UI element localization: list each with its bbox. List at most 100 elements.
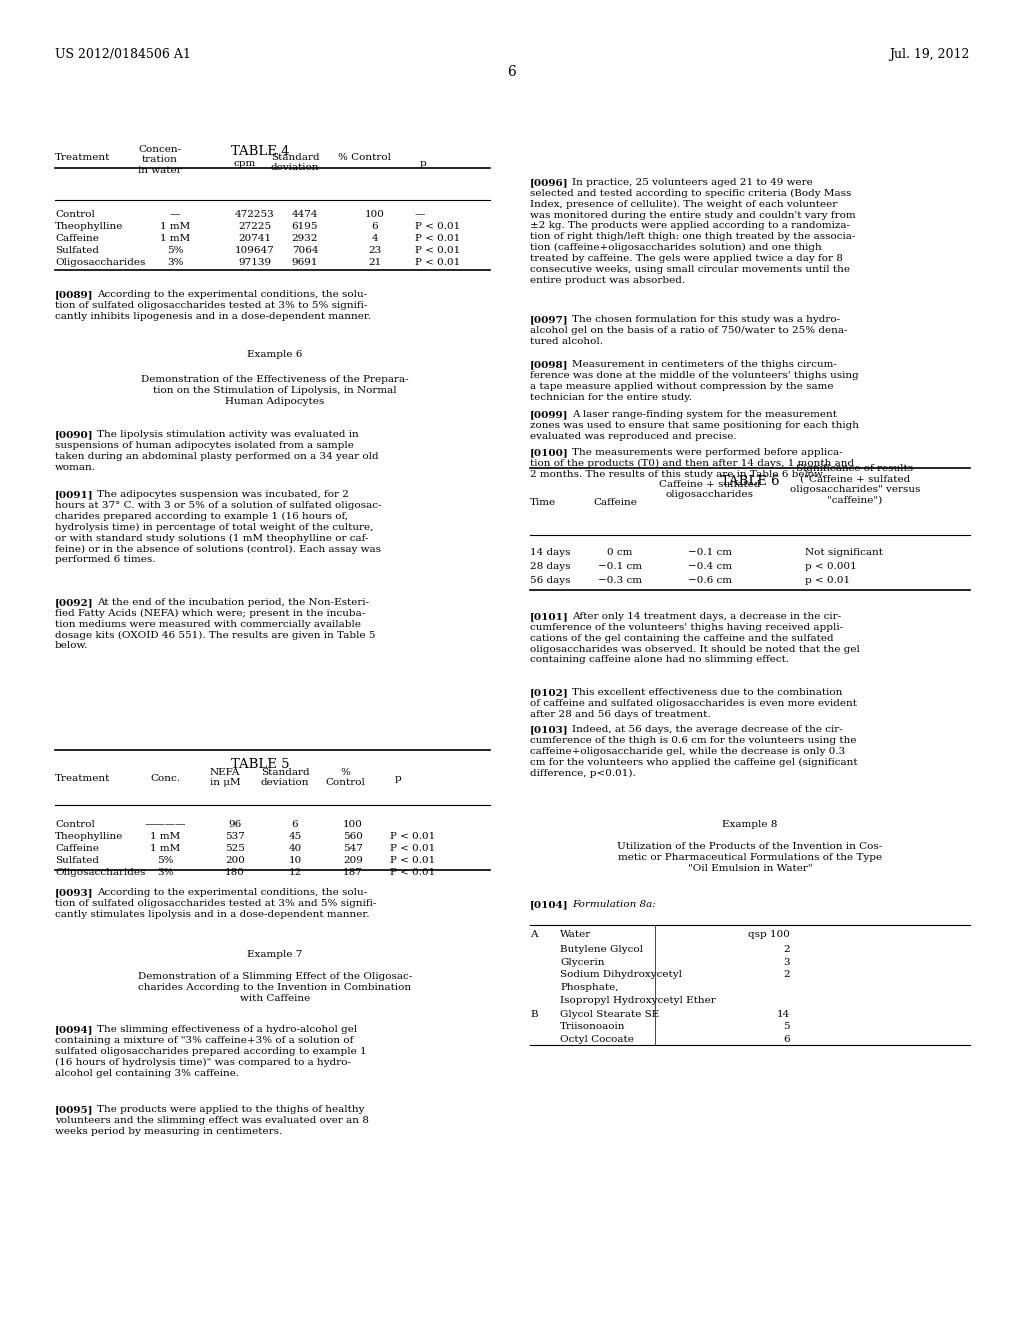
Text: sulfated oligosaccharides prepared according to example 1: sulfated oligosaccharides prepared accor…: [55, 1047, 367, 1056]
Text: alcohol gel containing 3% caffeine.: alcohol gel containing 3% caffeine.: [55, 1068, 240, 1077]
Text: charides prepared according to example 1 (16 hours of,: charides prepared according to example 1…: [55, 512, 348, 521]
Text: 1 mM: 1 mM: [150, 832, 180, 841]
Text: cantly stimulates lipolysis and in a dose-dependent manner.: cantly stimulates lipolysis and in a dos…: [55, 909, 370, 919]
Text: hours at 37° C. with 3 or 5% of a solution of sulfated oligosac-: hours at 37° C. with 3 or 5% of a soluti…: [55, 500, 382, 510]
Text: 109647: 109647: [236, 246, 274, 255]
Text: 9691: 9691: [292, 257, 318, 267]
Text: [0103]: [0103]: [530, 725, 568, 734]
Text: technician for the entire study.: technician for the entire study.: [530, 392, 692, 401]
Text: 56 days: 56 days: [530, 576, 570, 585]
Text: [0089]: [0089]: [55, 290, 93, 300]
Text: 96: 96: [228, 820, 242, 829]
Text: dosage kits (OXOID 46 551). The results are given in Table 5: dosage kits (OXOID 46 551). The results …: [55, 631, 376, 640]
Text: Measurement in centimeters of the thighs circum-: Measurement in centimeters of the thighs…: [572, 360, 837, 370]
Text: The chosen formulation for this study was a hydro-: The chosen formulation for this study wa…: [572, 315, 840, 323]
Text: suspensions of human adipocytes isolated from a sample: suspensions of human adipocytes isolated…: [55, 441, 354, 450]
Text: Formulation 8a:: Formulation 8a:: [572, 900, 655, 909]
Text: entire product was absorbed.: entire product was absorbed.: [530, 276, 685, 285]
Text: 180: 180: [225, 869, 245, 876]
Text: B: B: [530, 1010, 538, 1019]
Text: containing a mixture of "3% caffeine+3% of a solution of: containing a mixture of "3% caffeine+3% …: [55, 1036, 353, 1045]
Text: 6: 6: [508, 65, 516, 79]
Text: After only 14 treatment days, a decrease in the cir-: After only 14 treatment days, a decrease…: [572, 612, 841, 620]
Text: Glycerin: Glycerin: [560, 958, 604, 968]
Text: of caffeine and sulfated oligosaccharides is even more evident: of caffeine and sulfated oligosaccharide…: [530, 698, 857, 708]
Text: Isopropyl Hydroxycetyl Ether: Isopropyl Hydroxycetyl Ether: [560, 997, 716, 1005]
Text: 3: 3: [783, 958, 790, 968]
Text: [0099]: [0099]: [530, 411, 568, 418]
Text: 28 days: 28 days: [530, 562, 570, 572]
Text: p < 0.01: p < 0.01: [805, 576, 850, 585]
Text: 537: 537: [225, 832, 245, 841]
Text: selected and tested according to specific criteria (Body Mass: selected and tested according to specifi…: [530, 189, 851, 198]
Text: [0101]: [0101]: [530, 612, 568, 620]
Text: Water: Water: [560, 931, 591, 939]
Text: a tape measure applied without compression by the same: a tape measure applied without compressi…: [530, 381, 834, 391]
Text: −0.1 cm: −0.1 cm: [598, 562, 642, 572]
Text: Demonstration of the Effectiveness of the Prepara-: Demonstration of the Effectiveness of th…: [141, 375, 409, 384]
Text: fied Fatty Acids (NEFA) which were; present in the incuba-: fied Fatty Acids (NEFA) which were; pres…: [55, 609, 366, 618]
Text: treated by caffeine. The gels were applied twice a day for 8: treated by caffeine. The gels were appli…: [530, 255, 843, 263]
Text: [0102]: [0102]: [530, 688, 568, 697]
Text: P < 0.01: P < 0.01: [415, 234, 460, 243]
Text: P < 0.01: P < 0.01: [390, 869, 435, 876]
Text: metic or Pharmaceutical Formulations of the Type: metic or Pharmaceutical Formulations of …: [617, 853, 882, 862]
Text: 1 mM: 1 mM: [160, 222, 190, 231]
Text: The adipocytes suspension was incubated, for 2: The adipocytes suspension was incubated,…: [97, 490, 349, 499]
Text: 14: 14: [777, 1010, 790, 1019]
Text: tured alcohol.: tured alcohol.: [530, 337, 603, 346]
Text: Octyl Cocoate: Octyl Cocoate: [560, 1035, 634, 1044]
Text: Caffeine: Caffeine: [55, 843, 99, 853]
Text: P < 0.01: P < 0.01: [390, 843, 435, 853]
Text: At the end of the incubation period, the Non-Esteri-: At the end of the incubation period, the…: [97, 598, 369, 607]
Text: cpm: cpm: [233, 158, 256, 168]
Text: 97139: 97139: [239, 257, 271, 267]
Text: with Caffeine: with Caffeine: [240, 994, 310, 1003]
Text: Sodium Dihydroxycetyl: Sodium Dihydroxycetyl: [560, 970, 682, 979]
Text: Demonstration of a Slimming Effect of the Oligosac-: Demonstration of a Slimming Effect of th…: [138, 972, 412, 981]
Text: [0090]: [0090]: [55, 430, 93, 440]
Text: P < 0.01: P < 0.01: [390, 855, 435, 865]
Text: ±2 kg. The products were applied according to a randomiza-: ±2 kg. The products were applied accordi…: [530, 222, 850, 231]
Text: "Oil Emulsion in Water": "Oil Emulsion in Water": [688, 863, 812, 873]
Text: −0.6 cm: −0.6 cm: [688, 576, 732, 585]
Text: tion of the products (T0) and then after 14 days, 1 month and: tion of the products (T0) and then after…: [530, 459, 854, 469]
Text: woman.: woman.: [55, 462, 96, 471]
Text: Example 7: Example 7: [248, 950, 303, 960]
Text: charides According to the Invention in Combination: charides According to the Invention in C…: [138, 983, 412, 991]
Text: performed 6 times.: performed 6 times.: [55, 556, 156, 564]
Text: The lipolysis stimulation activity was evaluated in: The lipolysis stimulation activity was e…: [97, 430, 358, 440]
Text: containing caffeine alone had no slimming effect.: containing caffeine alone had no slimmin…: [530, 656, 790, 664]
Text: Indeed, at 56 days, the average decrease of the cir-: Indeed, at 56 days, the average decrease…: [572, 725, 843, 734]
Text: 0 cm: 0 cm: [607, 548, 633, 557]
Text: This excellent effectiveness due to the combination: This excellent effectiveness due to the …: [572, 688, 843, 697]
Text: 6195: 6195: [292, 222, 318, 231]
Text: (16 hours of hydrolysis time)" was compared to a hydro-: (16 hours of hydrolysis time)" was compa…: [55, 1057, 351, 1067]
Text: Caffeine: Caffeine: [593, 498, 637, 507]
Text: 40: 40: [289, 843, 302, 853]
Text: [0100]: [0100]: [530, 447, 568, 457]
Text: feine) or in the absence of solutions (control). Each assay was: feine) or in the absence of solutions (c…: [55, 544, 381, 553]
Text: weeks period by measuring in centimeters.: weeks period by measuring in centimeters…: [55, 1127, 283, 1135]
Text: 5%: 5%: [167, 246, 183, 255]
Text: 7064: 7064: [292, 246, 318, 255]
Text: Human Adipocytes: Human Adipocytes: [225, 397, 325, 405]
Text: [0098]: [0098]: [530, 360, 568, 370]
Text: The slimming effectiveness of a hydro-alcohol gel: The slimming effectiveness of a hydro-al…: [97, 1026, 357, 1034]
Text: Control: Control: [55, 210, 95, 219]
Text: 4474: 4474: [292, 210, 318, 219]
Text: 2932: 2932: [292, 234, 318, 243]
Text: 100: 100: [366, 210, 385, 219]
Text: Triisonoaoin: Triisonoaoin: [560, 1022, 626, 1031]
Text: difference, p<0.01).: difference, p<0.01).: [530, 768, 636, 777]
Text: 2 months. The results of this study are in Table 6 below.: 2 months. The results of this study are …: [530, 470, 825, 479]
Text: 6: 6: [372, 222, 378, 231]
Text: [0094]: [0094]: [55, 1026, 93, 1034]
Text: —: —: [415, 210, 425, 219]
Text: [0091]: [0091]: [55, 490, 93, 499]
Text: cumference of the thigh is 0.6 cm for the volunteers using the: cumference of the thigh is 0.6 cm for th…: [530, 735, 856, 744]
Text: 6: 6: [783, 1035, 790, 1044]
Text: Butylene Glycol: Butylene Glycol: [560, 945, 643, 954]
Text: Oligosaccharides: Oligosaccharides: [55, 869, 145, 876]
Text: Example 6: Example 6: [248, 350, 303, 359]
